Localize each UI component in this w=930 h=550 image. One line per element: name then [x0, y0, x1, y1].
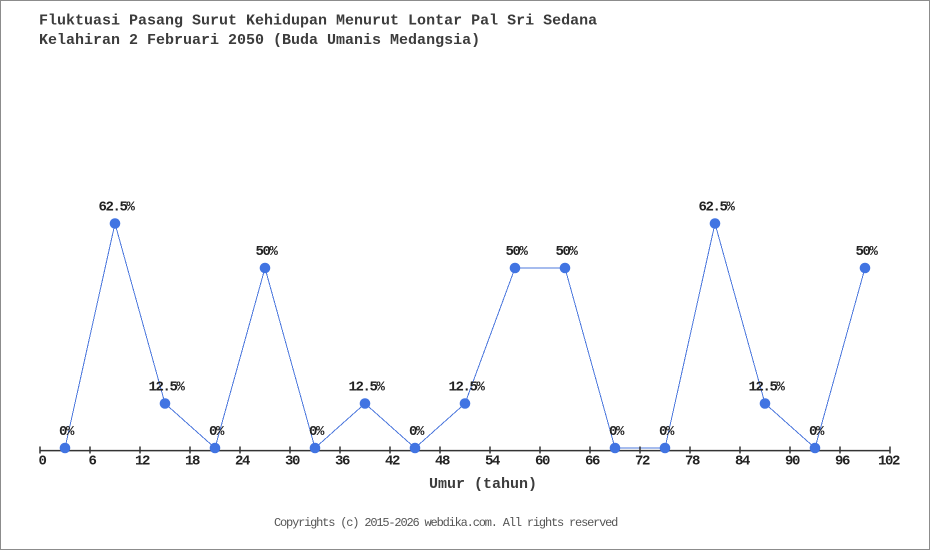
svg-text:42: 42 [385, 454, 400, 470]
svg-text:12.5%: 12.5% [348, 379, 385, 395]
svg-text:66: 66 [585, 454, 600, 470]
svg-text:Copyrights (c) 2015-2026 webdi: Copyrights (c) 2015-2026 webdika.com. Al… [274, 516, 618, 530]
svg-text:90: 90 [785, 454, 800, 470]
svg-text:48: 48 [435, 454, 450, 470]
svg-text:60: 60 [535, 454, 550, 470]
svg-text:12.5%: 12.5% [148, 379, 185, 395]
svg-text:0: 0 [38, 454, 46, 470]
svg-text:50%: 50% [255, 244, 278, 260]
svg-text:Umur (tahun): Umur (tahun) [429, 476, 537, 493]
svg-text:24: 24 [235, 454, 250, 470]
svg-text:96: 96 [835, 454, 850, 470]
svg-text:36: 36 [335, 454, 350, 470]
svg-text:6: 6 [88, 454, 96, 470]
svg-text:78: 78 [685, 454, 700, 470]
svg-text:72: 72 [635, 454, 650, 470]
svg-text:12.5%: 12.5% [448, 379, 485, 395]
svg-text:0%: 0% [309, 424, 325, 440]
svg-text:62.5%: 62.5% [98, 199, 135, 215]
svg-text:0%: 0% [609, 424, 625, 440]
svg-text:50%: 50% [855, 244, 878, 260]
svg-text:30: 30 [285, 454, 300, 470]
svg-text:12.5%: 12.5% [748, 379, 785, 395]
svg-text:0%: 0% [659, 424, 675, 440]
svg-text:54: 54 [485, 454, 500, 470]
svg-text:62.5%: 62.5% [698, 199, 735, 215]
svg-text:50%: 50% [505, 244, 528, 260]
svg-text:Kelahiran 2 Februari 2050 (Bud: Kelahiran 2 Februari 2050 (Buda Umanis M… [39, 32, 480, 49]
svg-text:0%: 0% [59, 424, 75, 440]
svg-text:102: 102 [878, 454, 900, 470]
svg-text:50%: 50% [555, 244, 578, 260]
svg-text:12: 12 [135, 454, 150, 470]
svg-text:0%: 0% [809, 424, 825, 440]
svg-text:84: 84 [735, 454, 750, 470]
svg-text:0%: 0% [409, 424, 425, 440]
svg-text:Fluktuasi Pasang Surut Kehidup: Fluktuasi Pasang Surut Kehidupan Menurut… [39, 13, 597, 30]
svg-text:18: 18 [185, 454, 200, 470]
svg-text:0%: 0% [209, 424, 225, 440]
